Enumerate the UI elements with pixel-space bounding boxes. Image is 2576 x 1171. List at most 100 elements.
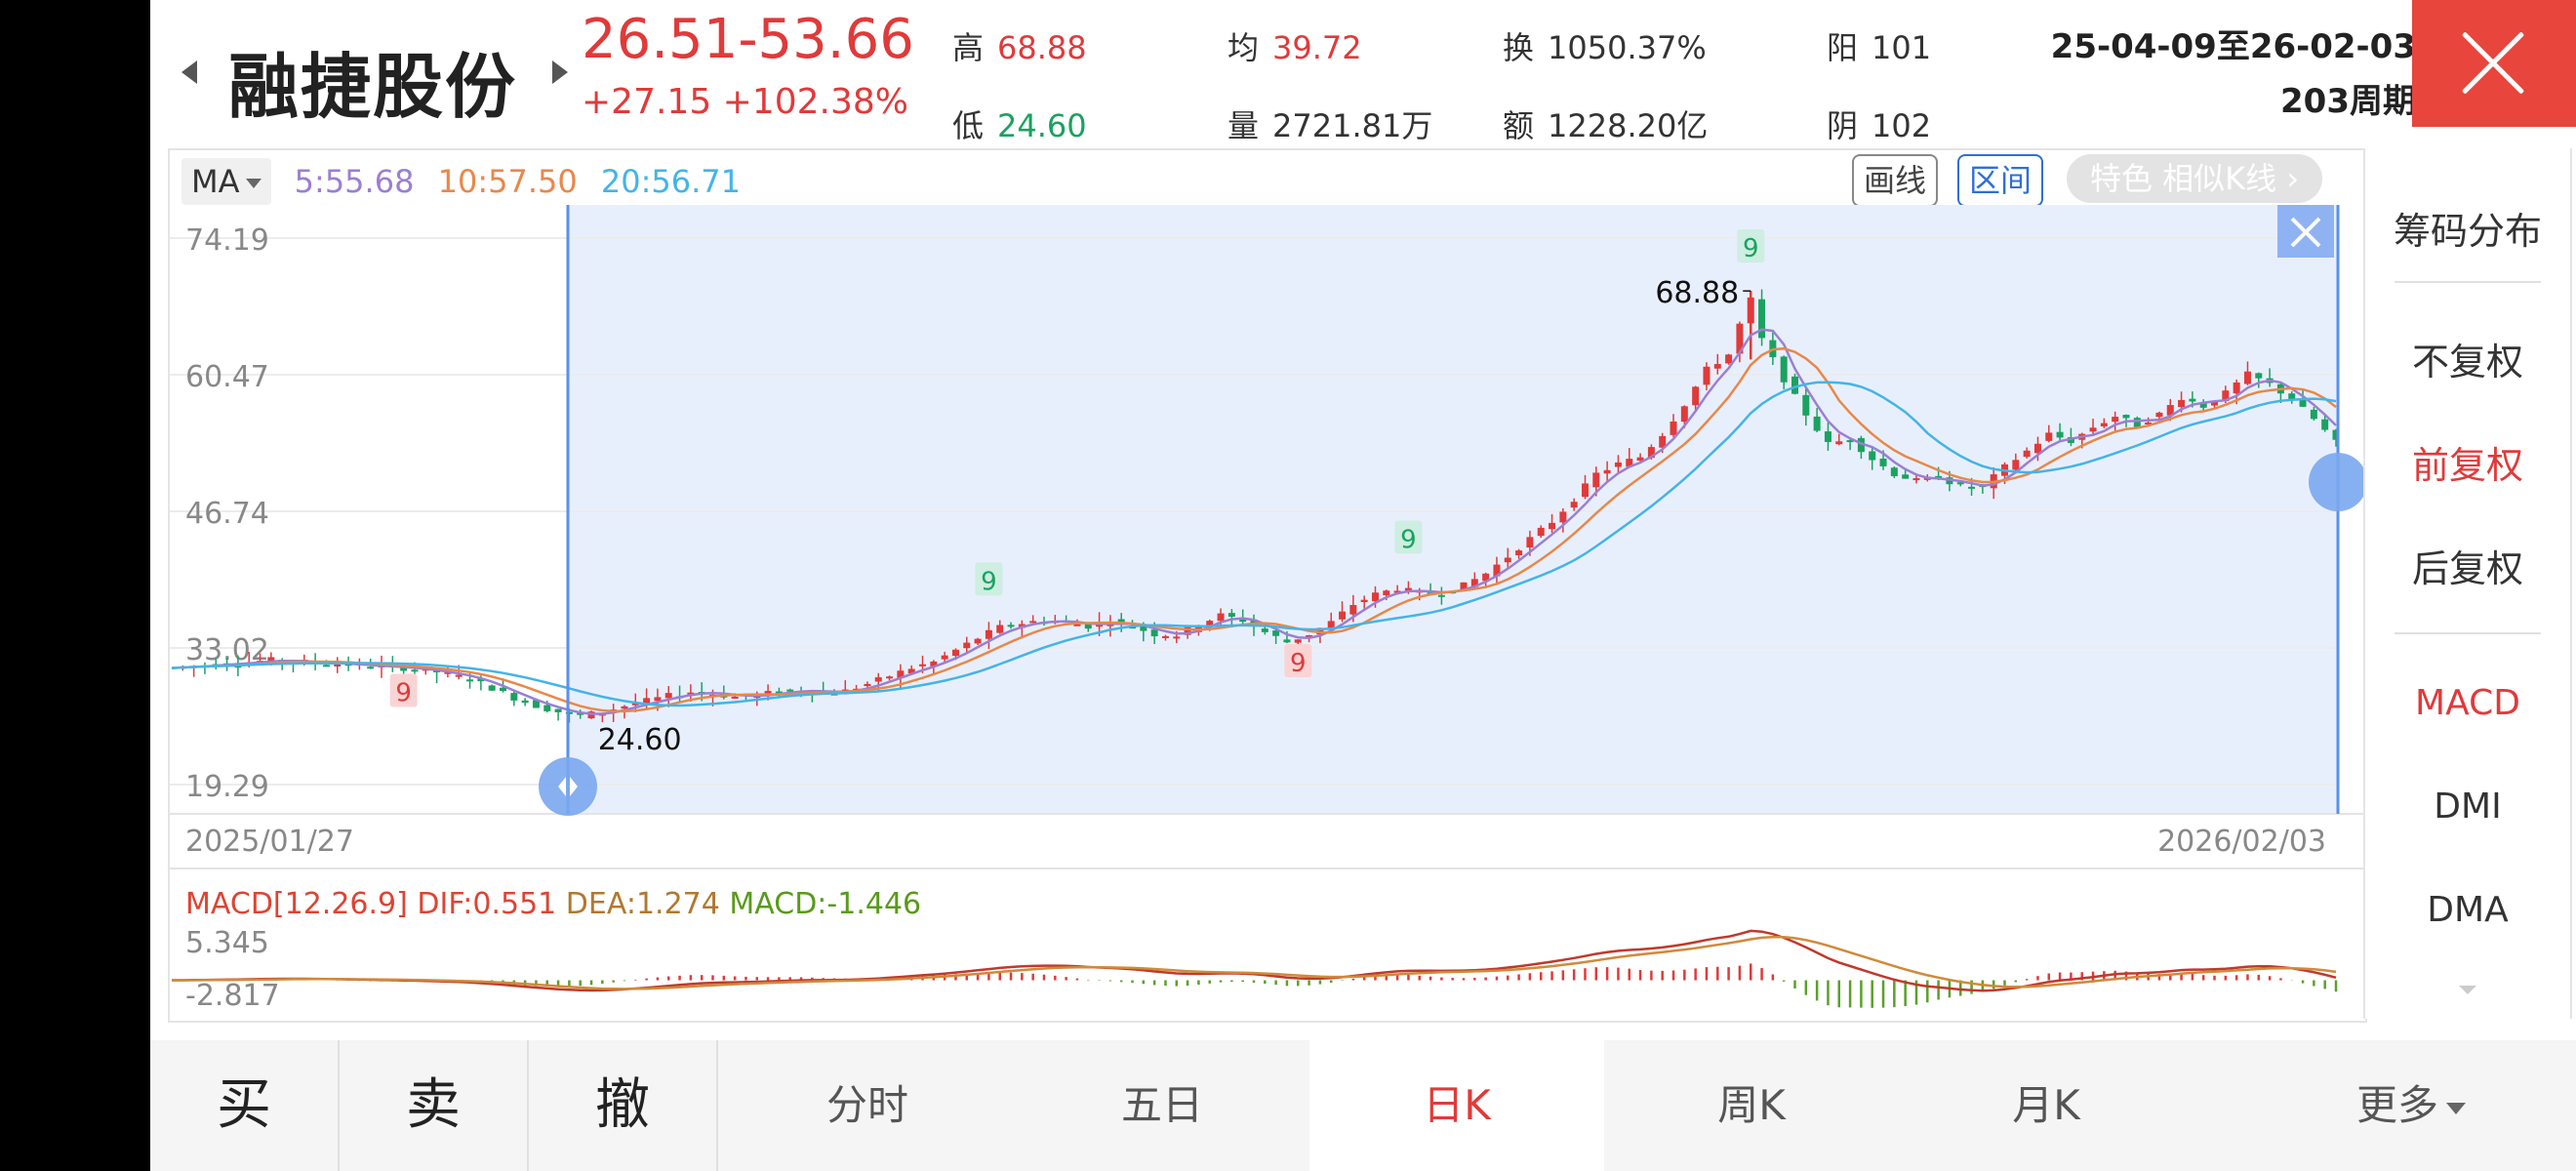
candle-body — [941, 655, 948, 660]
candle-body — [864, 683, 871, 687]
candle-body — [2145, 422, 2153, 424]
candle-body — [1956, 482, 1964, 485]
low-price-annotation: 24.60 — [598, 723, 682, 757]
ma10-value: 10:57.50 — [437, 163, 578, 200]
close-icon[interactable] — [2412, 0, 2576, 127]
tab-monthly-k[interactable]: 月K — [2012, 1081, 2080, 1129]
candle-body — [775, 691, 783, 695]
similar-kline-button[interactable]: 特色 相似K线 › — [2067, 154, 2323, 203]
dma-indicator-option[interactable]: DMA — [2427, 890, 2509, 930]
range-start-handle-icon[interactable] — [539, 757, 597, 816]
chip-distribution-button[interactable]: 筹码分布 — [2393, 210, 2542, 253]
candle-body — [1393, 590, 1401, 593]
candle-body — [1570, 502, 1578, 508]
candle-body — [2012, 460, 2020, 470]
candle-body — [267, 657, 275, 664]
candle-body — [1692, 386, 1700, 406]
candle-body — [1371, 592, 1379, 602]
candle-body — [1835, 441, 1843, 445]
no-adjust-option[interactable]: 不复权 — [2411, 341, 2523, 384]
range-end-handle-icon[interactable] — [2309, 453, 2365, 511]
candle-body — [1902, 474, 1910, 479]
scroll-down-icon[interactable] — [2459, 986, 2476, 994]
ma10-line — [171, 346, 2337, 713]
candle-body — [1713, 364, 1721, 369]
candle-body — [631, 703, 639, 706]
candle-body — [1029, 621, 1037, 624]
candle-body — [2211, 401, 2219, 406]
tab-more[interactable]: 更多 — [2264, 1040, 2558, 1171]
candle-body — [234, 666, 242, 668]
more-label: 更多 — [2355, 1081, 2438, 1129]
candle-body — [2045, 432, 2053, 441]
tab-five-day[interactable]: 五日 — [1120, 1081, 1203, 1129]
candle-body — [1117, 619, 1125, 623]
candle-body — [664, 693, 672, 699]
ma5-value: 5:55.68 — [294, 163, 415, 200]
td-marker-label: 9 — [981, 567, 997, 596]
candle-body — [1725, 354, 1733, 364]
price-range: 26.51-53.66 — [582, 8, 914, 71]
forward-adjust-option[interactable]: 前复权 — [2411, 444, 2523, 487]
candle-body — [1150, 629, 1158, 637]
macd-bottom-label: -2.817 — [185, 979, 280, 1013]
candle-body — [1339, 611, 1347, 620]
macd-legend-item: DIF:0.551 — [417, 887, 565, 921]
prev-stock-arrow-icon[interactable] — [181, 61, 197, 84]
candle-body — [1283, 639, 1291, 643]
candle-body — [1404, 587, 1412, 591]
sell-button[interactable]: 卖 — [340, 1040, 529, 1171]
range-close-x — [2290, 217, 2321, 248]
date-range: 25-04-09至26-02-03 — [2050, 27, 2416, 66]
sidebar-divider — [2395, 281, 2541, 283]
candle-body — [1327, 621, 1335, 629]
kline-chart-panel[interactable]: MA 5:55.68 10:57.50 20:56.71 画线 区间 特色 相似… — [168, 148, 2367, 1023]
date-range-info: 25-04-09至26-02-03 203周期 — [2051, 20, 2416, 129]
candle-body — [786, 689, 794, 692]
candle-body — [643, 698, 651, 705]
next-stock-arrow-icon[interactable] — [552, 61, 568, 84]
candle-body — [2023, 450, 2031, 458]
macd-legend: MACD[12.26.9] DIF:0.551 DEA:1.274 MACD:-… — [185, 887, 921, 921]
candle-body — [1294, 639, 1302, 643]
candle-body — [543, 705, 551, 711]
candle-body — [1559, 511, 1567, 523]
buy-button[interactable]: 买 — [150, 1040, 340, 1171]
macd-indicator-option[interactable]: MACD — [2415, 683, 2520, 723]
ma-selector[interactable]: MA — [181, 158, 271, 205]
candle-body — [1129, 626, 1137, 629]
back-adjust-option[interactable]: 后复权 — [2411, 547, 2523, 590]
candle-body — [1349, 604, 1357, 615]
td-marker-label: 9 — [395, 679, 412, 708]
candle-body — [897, 670, 905, 678]
candle-body — [521, 700, 529, 704]
candle-body — [1470, 579, 1478, 587]
candle-body — [499, 687, 506, 692]
candle-body — [1802, 394, 1810, 416]
candle-body — [2166, 405, 2174, 416]
candle-body — [1161, 635, 1169, 638]
tab-daily-k[interactable]: 日K — [1309, 1040, 1604, 1171]
cancel-order-button[interactable]: 撤 — [529, 1040, 718, 1171]
candle-body — [1647, 447, 1655, 459]
candle-body — [2056, 431, 2064, 438]
tab-intraday[interactable]: 分时 — [825, 1081, 908, 1129]
stock-detail-screen: 融捷股份 26.51-53.66 +27.15 +102.38% 高 68.88 … — [150, 0, 2576, 1171]
dmi-indicator-option[interactable]: DMI — [2434, 787, 2502, 827]
selected-range-band — [568, 205, 2338, 814]
candle-body — [2133, 418, 2141, 427]
right-sidebar: 筹码分布 不复权 前复权 后复权 MACD DMI DMA — [2363, 148, 2572, 1019]
tab-weekly-k[interactable]: 周K — [1717, 1081, 1786, 1129]
candle-body — [1084, 623, 1092, 629]
candle-body — [919, 664, 927, 666]
y-tick-label: 19.29 — [185, 770, 269, 804]
candle-body — [2332, 429, 2340, 440]
candle-body — [2299, 399, 2307, 407]
y-tick-label: 46.74 — [185, 497, 269, 531]
ma20-line — [171, 381, 2337, 707]
candle-body — [1261, 628, 1268, 632]
candle-body — [1549, 522, 1556, 530]
candle-body — [1107, 624, 1114, 626]
candle-body — [1813, 416, 1821, 431]
